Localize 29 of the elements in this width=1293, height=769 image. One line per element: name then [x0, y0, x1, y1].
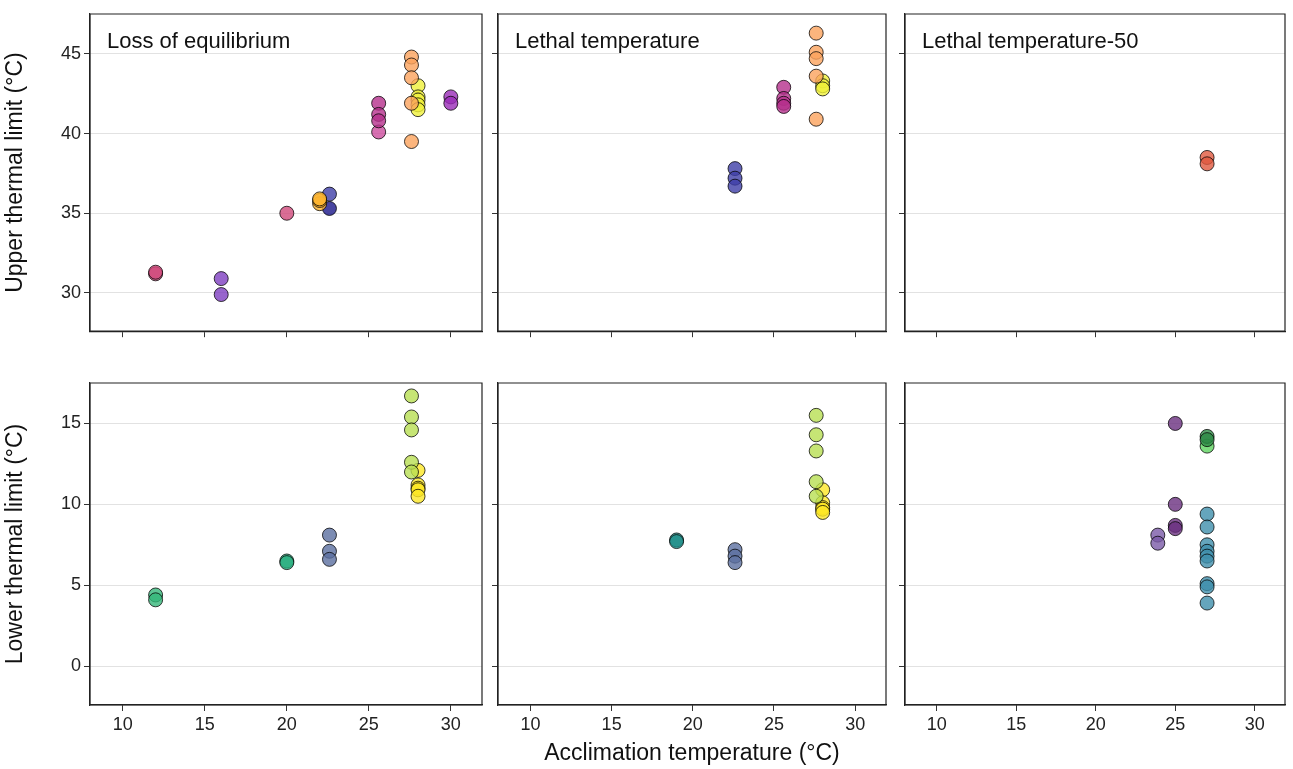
x-tick-label: 30 [845, 713, 866, 734]
x-axis-title: Acclimation temperature (°C) [544, 738, 840, 765]
y-tick-label: 15 [60, 412, 81, 433]
y-tick-label: 35 [60, 202, 81, 223]
x-tick-label: 30 [440, 713, 461, 734]
x-tick-label: 15 [601, 713, 622, 734]
y-tick-label: 5 [70, 574, 81, 595]
x-tick-label: 20 [682, 713, 703, 734]
y-tick-label: 30 [60, 281, 81, 302]
text: Lethal temperature-50 [922, 28, 1139, 53]
x-tick-label: 10 [112, 713, 133, 734]
x-tick-label: 25 [763, 713, 784, 734]
text: Lethal temperature [515, 28, 700, 53]
text: Loss of equilibrium [107, 28, 291, 53]
y-axis-title: Lower thermal limit (°C) [1, 423, 28, 665]
x-tick-label: 25 [358, 713, 379, 734]
y-tick-label: 10 [60, 493, 81, 514]
x-tick-label: 20 [276, 713, 297, 734]
x-tick-label: 20 [1085, 713, 1106, 734]
y-tick-label: 40 [60, 122, 81, 143]
x-tick-label: 15 [1006, 713, 1027, 734]
y-axis-title: Upper thermal limit (°C) [1, 52, 28, 293]
x-tick-label: 30 [1244, 713, 1265, 734]
x-tick-label: 10 [926, 713, 947, 734]
x-tick-label: 10 [520, 713, 541, 734]
x-tick-label: 25 [1165, 713, 1186, 734]
y-tick-label: 45 [60, 42, 81, 63]
y-tick-label: 0 [70, 655, 81, 676]
x-tick-label: 15 [194, 713, 215, 734]
